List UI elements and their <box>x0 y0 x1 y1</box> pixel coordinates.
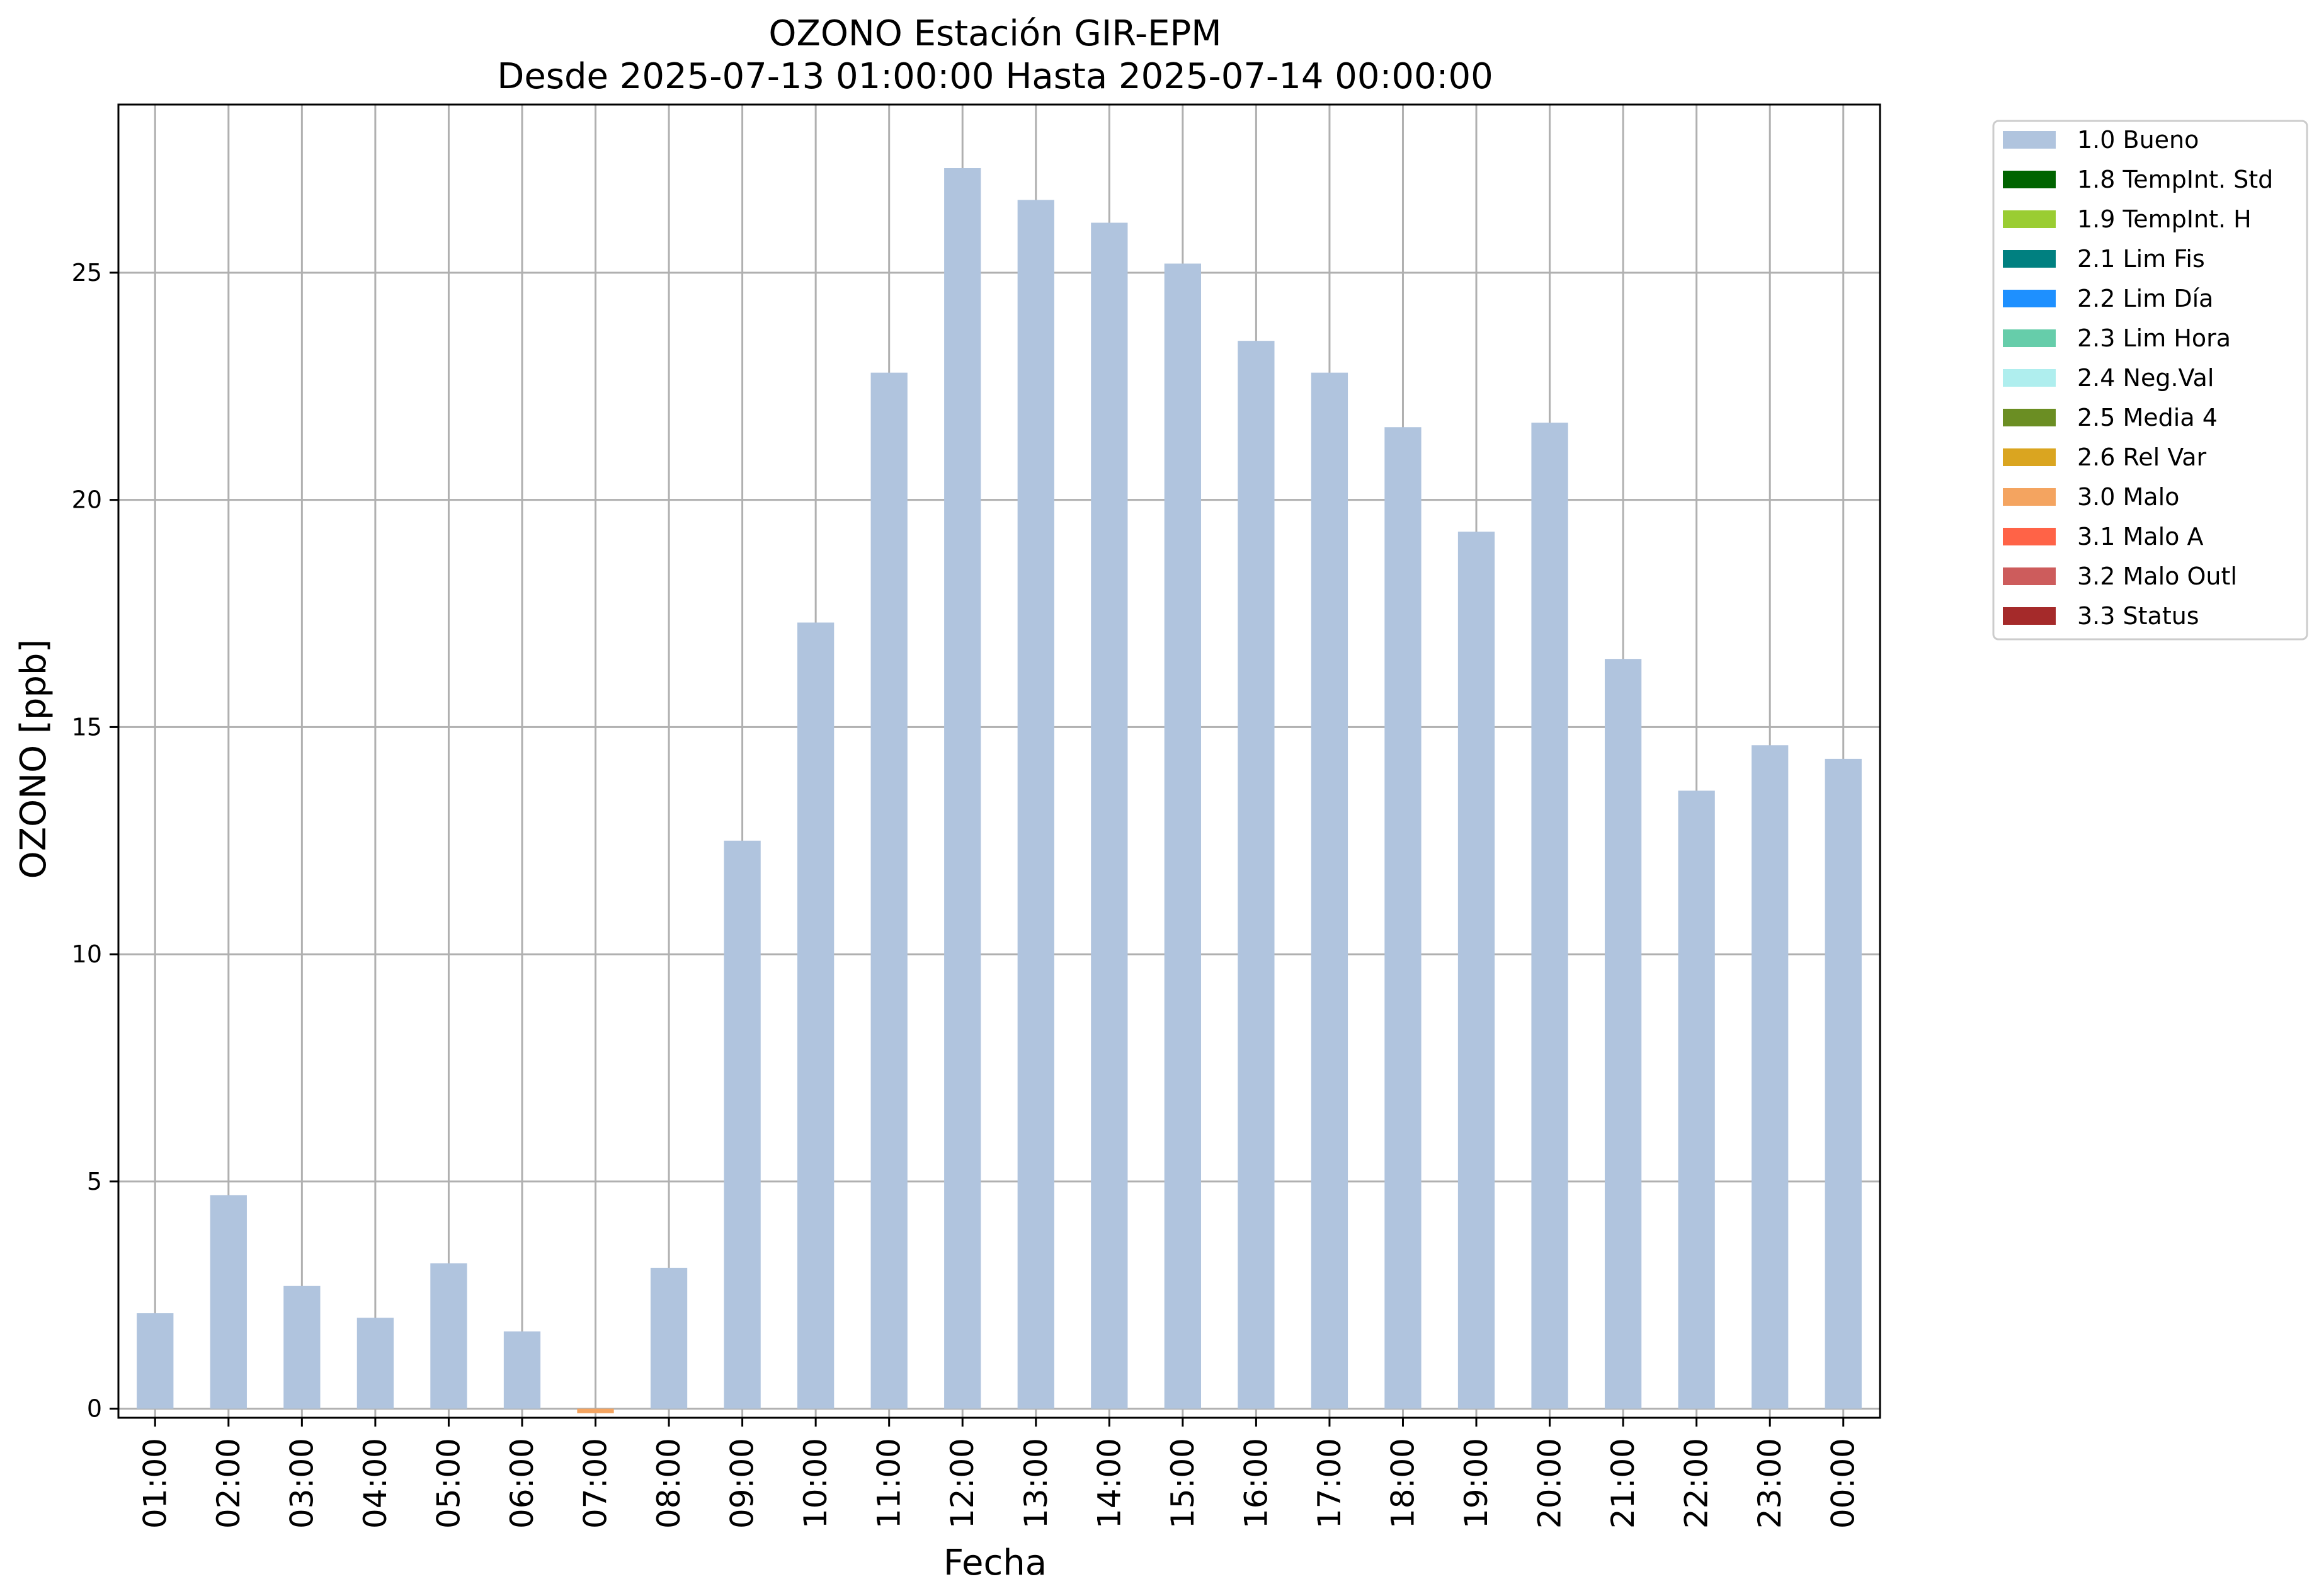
x-tick-label: 10:00 <box>797 1438 834 1529</box>
bar <box>1384 427 1422 1409</box>
y-axis-label: OZONO [ppb] <box>13 639 54 879</box>
y-tick-label: 5 <box>87 1168 102 1195</box>
legend-swatch <box>2003 409 2056 426</box>
bar <box>283 1285 321 1409</box>
legend-label: 2.2 Lim Día <box>2077 285 2213 312</box>
x-tick-label: 03:00 <box>283 1438 320 1529</box>
legend-label: 2.4 Neg.Val <box>2077 364 2214 392</box>
x-tick-label: 02:00 <box>210 1438 247 1529</box>
chart-title: OZONO Estación GIR-EPM <box>768 13 1221 54</box>
chart-subtitle: Desde 2025-07-13 01:00:00 Hasta 2025-07-… <box>497 56 1493 97</box>
plot-frame <box>117 103 1881 1419</box>
x-tick-label: 07:00 <box>578 1438 614 1529</box>
legend-swatch <box>2003 250 2056 268</box>
x-tick-label: 22:00 <box>1678 1438 1715 1529</box>
y-tick-label: 20 <box>72 486 102 514</box>
bar <box>1238 341 1275 1409</box>
legend-label: 3.3 Status <box>2077 602 2199 630</box>
legend-swatch <box>2003 448 2056 466</box>
y-tick-label: 10 <box>72 940 102 968</box>
bar <box>1678 790 1715 1409</box>
x-tick-label: 04:00 <box>357 1438 394 1529</box>
x-axis-label: Fecha <box>943 1542 1047 1583</box>
bar <box>1457 532 1495 1409</box>
x-tick-label: 23:00 <box>1752 1438 1788 1529</box>
bar <box>944 168 981 1409</box>
x-tick-label: 09:00 <box>724 1438 761 1529</box>
bar <box>724 840 761 1409</box>
x-tick-label: 18:00 <box>1384 1438 1421 1529</box>
bar <box>137 1313 174 1409</box>
x-tick-label: 15:00 <box>1165 1438 1201 1529</box>
x-tick-label: 12:00 <box>944 1438 981 1529</box>
legend-label: 2.1 Lim Fis <box>2077 245 2205 273</box>
legend-label: 1.0 Bueno <box>2077 126 2199 154</box>
bar <box>577 1408 614 1413</box>
legend-swatch <box>2003 607 2056 625</box>
x-tick-label: 05:00 <box>430 1438 467 1529</box>
bar <box>650 1267 688 1409</box>
x-tick-label: 20:00 <box>1532 1438 1568 1529</box>
x-tick-label: 14:00 <box>1091 1438 1127 1529</box>
bar <box>870 372 908 1409</box>
legend-swatch <box>2003 171 2056 188</box>
legend-swatch <box>2003 210 2056 228</box>
legend-label: 2.6 Rel Var <box>2077 443 2207 471</box>
bar <box>210 1195 247 1409</box>
legend-label: 3.2 Malo Outl <box>2077 562 2237 590</box>
x-tick-label: 17:00 <box>1311 1438 1348 1529</box>
bars-layer <box>137 168 1862 1413</box>
bar <box>430 1263 467 1409</box>
legend-label: 1.8 TempInt. Std <box>2077 166 2273 193</box>
x-tick-label: 01:00 <box>137 1438 173 1529</box>
legend-swatch <box>2003 329 2056 347</box>
legend-swatch <box>2003 528 2056 545</box>
y-axis-ticks: 0 5 10 15 20 25 <box>72 259 118 1423</box>
legend-swatch <box>2003 290 2056 307</box>
legend-swatch <box>2003 567 2056 585</box>
bar <box>1311 372 1348 1409</box>
x-tick-label: 00:00 <box>1825 1438 1862 1529</box>
legend-swatch <box>2003 131 2056 149</box>
x-tick-label: 13:00 <box>1018 1438 1054 1529</box>
x-tick-label: 06:00 <box>504 1438 540 1529</box>
bar <box>356 1318 394 1409</box>
bar <box>1091 222 1128 1409</box>
x-tick-label: 08:00 <box>651 1438 687 1529</box>
y-tick-label: 25 <box>72 259 102 287</box>
legend-frame <box>1992 120 2308 641</box>
y-tick-label: 15 <box>72 713 102 741</box>
legend-label: 2.5 Media 4 <box>2077 404 2218 431</box>
x-tick-label: 11:00 <box>871 1438 908 1529</box>
bar <box>797 622 835 1409</box>
x-axis-ticks: 01:00 02:00 03:00 04:00 05:00 06:00 07:00 08:00… <box>137 1418 1862 1529</box>
legend-label: 3.1 Malo A <box>2077 523 2203 550</box>
x-tick-label: 19:00 <box>1458 1438 1495 1529</box>
bar <box>1164 263 1201 1409</box>
bar <box>1531 423 1568 1409</box>
bar <box>1604 659 1642 1409</box>
bar <box>1752 745 1789 1409</box>
x-tick-label: 21:00 <box>1605 1438 1641 1529</box>
legend-swatch <box>2003 488 2056 506</box>
bar <box>503 1331 541 1409</box>
legend: 1.0 Bueno 1.8 TempInt. Std 1.9 TempInt. H 2… <box>1992 120 2308 641</box>
y-tick-label: 0 <box>87 1395 102 1423</box>
x-tick-label: 16:00 <box>1238 1438 1274 1529</box>
legend-swatch <box>2003 369 2056 387</box>
bar <box>1825 758 1862 1409</box>
bar <box>1017 200 1054 1409</box>
legend-label: 3.0 Malo <box>2077 483 2179 511</box>
legend-label: 1.9 TempInt. H <box>2077 205 2252 233</box>
legend-label: 2.3 Lim Hora <box>2077 324 2231 352</box>
